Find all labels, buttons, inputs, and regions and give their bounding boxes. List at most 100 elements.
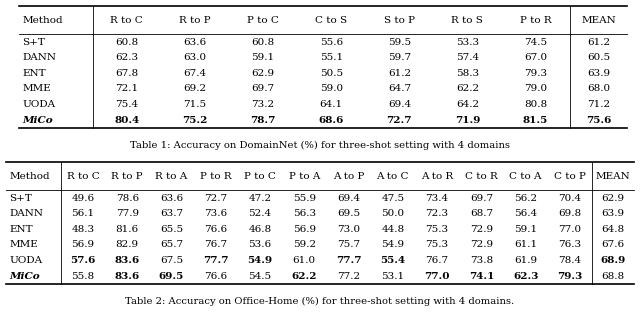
Text: 61.9: 61.9 [514,256,537,265]
Text: 67.5: 67.5 [160,256,183,265]
Text: 63.9: 63.9 [601,209,625,218]
Text: 61.2: 61.2 [388,69,411,78]
Text: 60.8: 60.8 [115,38,138,46]
Text: 63.0: 63.0 [184,53,207,62]
Text: 68.0: 68.0 [587,85,610,93]
Text: UODA: UODA [10,256,43,265]
Text: 53.1: 53.1 [381,272,404,280]
Text: C to A: C to A [509,172,542,181]
Text: A to C: A to C [376,172,409,181]
Text: 69.7: 69.7 [252,85,275,93]
Text: 71.2: 71.2 [587,100,610,109]
Text: 73.8: 73.8 [470,256,493,265]
Text: 74.5: 74.5 [524,38,547,46]
Text: 68.6: 68.6 [319,116,344,124]
Text: R to P: R to P [179,16,211,25]
Text: 55.6: 55.6 [319,38,343,46]
Text: 78.7: 78.7 [250,116,276,124]
Text: R to P: R to P [111,172,143,181]
Text: 75.2: 75.2 [182,116,207,124]
Text: 72.9: 72.9 [470,225,493,234]
Text: ENT: ENT [10,225,33,234]
Text: 65.5: 65.5 [160,225,183,234]
Text: UODA: UODA [22,100,56,109]
Text: 62.9: 62.9 [252,69,275,78]
Text: 65.7: 65.7 [160,241,183,249]
Text: 75.3: 75.3 [426,225,449,234]
Text: 47.5: 47.5 [381,194,404,202]
Text: MiCo: MiCo [10,272,40,280]
Text: 63.6: 63.6 [160,194,183,202]
Text: 77.7: 77.7 [336,256,362,265]
Text: P to C: P to C [247,16,279,25]
Text: 67.0: 67.0 [524,53,547,62]
Text: R to A: R to A [156,172,188,181]
Text: 73.4: 73.4 [426,194,449,202]
Text: 56.4: 56.4 [514,209,537,218]
Text: 77.2: 77.2 [337,272,360,280]
Text: 59.0: 59.0 [319,85,343,93]
Text: 75.3: 75.3 [426,241,449,249]
Text: 44.8: 44.8 [381,225,404,234]
Text: 80.4: 80.4 [114,116,140,124]
Text: 79.3: 79.3 [557,272,582,280]
Text: 56.2: 56.2 [514,194,537,202]
Text: 81.5: 81.5 [523,116,548,124]
Text: 63.6: 63.6 [184,38,207,46]
Text: 73.6: 73.6 [204,209,227,218]
Text: 72.7: 72.7 [204,194,227,202]
Text: S+T: S+T [10,194,33,202]
Text: 68.7: 68.7 [470,209,493,218]
Text: 72.7: 72.7 [387,116,412,124]
Text: 62.3: 62.3 [513,272,538,280]
Text: 61.0: 61.0 [292,256,316,265]
Text: 68.9: 68.9 [600,256,625,265]
Text: 75.6: 75.6 [586,116,611,124]
Text: 69.8: 69.8 [558,209,581,218]
Text: P to A: P to A [289,172,320,181]
Text: 57.4: 57.4 [456,53,479,62]
Text: 63.7: 63.7 [160,209,183,218]
Text: 54.5: 54.5 [248,272,271,280]
Text: 57.6: 57.6 [70,256,95,265]
Text: 47.2: 47.2 [248,194,271,202]
Text: 62.9: 62.9 [601,194,625,202]
Text: 69.5: 69.5 [159,272,184,280]
Text: 76.7: 76.7 [204,241,227,249]
Text: 70.4: 70.4 [558,194,581,202]
Text: 69.2: 69.2 [184,85,207,93]
Text: 71.5: 71.5 [184,100,207,109]
Text: 59.5: 59.5 [388,38,411,46]
Text: MEAN: MEAN [595,172,630,181]
Text: 76.7: 76.7 [426,256,449,265]
Text: 56.9: 56.9 [292,225,316,234]
Text: 63.9: 63.9 [587,69,610,78]
Text: 81.6: 81.6 [116,225,139,234]
Text: P to R: P to R [520,16,551,25]
Text: R to S: R to S [451,16,483,25]
Text: 82.9: 82.9 [116,241,139,249]
Text: 54.9: 54.9 [248,256,273,265]
Text: 58.3: 58.3 [456,69,479,78]
Text: Method: Method [10,172,50,181]
Text: 64.7: 64.7 [388,85,411,93]
Text: 69.4: 69.4 [388,100,411,109]
Text: 56.1: 56.1 [72,209,95,218]
Text: R to C: R to C [111,16,143,25]
Text: 73.0: 73.0 [337,225,360,234]
Text: 56.9: 56.9 [72,241,95,249]
Text: Table 2: Accuracy on Office-Home (%) for three-shot setting with 4 domains.: Table 2: Accuracy on Office-Home (%) for… [125,296,515,306]
Text: 75.4: 75.4 [115,100,138,109]
Text: 54.9: 54.9 [381,241,404,249]
Text: MEAN: MEAN [581,16,616,25]
Text: R to C: R to C [67,172,99,181]
Text: 76.6: 76.6 [204,272,227,280]
Text: DANN: DANN [10,209,44,218]
Text: 55.1: 55.1 [319,53,343,62]
Text: 60.8: 60.8 [252,38,275,46]
Text: ENT: ENT [22,69,46,78]
Text: 59.1: 59.1 [514,225,537,234]
Text: 83.6: 83.6 [115,272,140,280]
Text: 60.5: 60.5 [587,53,610,62]
Text: 73.2: 73.2 [252,100,275,109]
